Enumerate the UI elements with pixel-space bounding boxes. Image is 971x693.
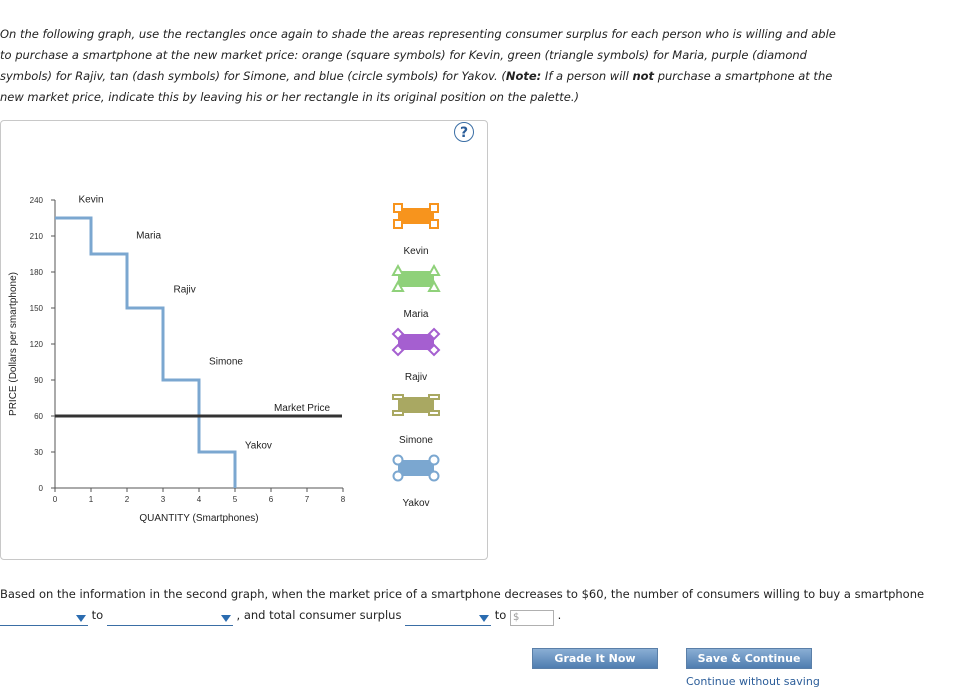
x-tick-label: 3	[161, 495, 166, 504]
dash-marker-icon	[392, 394, 404, 400]
palette-rect-fill	[398, 271, 434, 287]
to-label-1: to	[91, 608, 104, 622]
y-tick-label: 120	[30, 340, 44, 349]
x-tick-label: 8	[341, 495, 346, 504]
period: .	[557, 608, 562, 622]
circle-marker-icon	[428, 454, 440, 466]
palette-label-rajiv: Rajiv	[405, 372, 427, 383]
step-label-maria: Maria	[136, 230, 161, 241]
chevron-down-icon	[479, 615, 490, 622]
palette-rect-fill	[398, 460, 434, 476]
x-tick-label: 7	[305, 495, 310, 504]
palette-maria-rectangle[interactable]	[391, 263, 441, 292]
y-tick-label: 30	[34, 448, 43, 457]
triangle-marker-icon	[391, 279, 405, 292]
y-tick-label: 60	[34, 412, 43, 421]
circle-marker-icon	[392, 470, 404, 482]
diamond-marker-icon	[427, 343, 441, 357]
diamond-marker-icon	[391, 343, 405, 357]
note-label: Note:	[505, 69, 542, 83]
diamond-marker-icon	[427, 327, 441, 341]
continue-without-saving-link[interactable]: Continue without saving	[686, 675, 820, 688]
step-label-kevin: Kevin	[78, 194, 103, 205]
y-axis-label: PRICE (Dollars per smartphone)	[8, 272, 19, 416]
square-marker-icon	[429, 203, 439, 213]
demand-curve	[55, 216, 237, 488]
instructions-part3: purchase a smartphone at the new market …	[0, 69, 833, 104]
instructions-part2: If a person will	[541, 69, 633, 83]
palette-yakov-rectangle[interactable]	[392, 454, 440, 482]
palette-rect-fill	[398, 334, 434, 350]
square-marker-icon	[429, 219, 439, 229]
surplus-amount-input[interactable]: $	[509, 610, 554, 626]
step-label-yakov: Yakov	[245, 440, 272, 451]
triangle-marker-icon	[427, 263, 441, 276]
triangle-marker-icon	[427, 279, 441, 292]
y-tick-label: 240	[30, 196, 44, 205]
market-price-label: Market Price	[274, 403, 331, 414]
dash-marker-icon	[392, 410, 404, 416]
save-continue-button[interactable]: Save & Continue	[686, 648, 812, 669]
palette-label-yakov: Yakov	[402, 498, 429, 509]
palette-kevin-rectangle[interactable]	[393, 203, 439, 229]
triangle-marker-icon	[391, 263, 405, 276]
chevron-down-icon	[76, 615, 86, 622]
chevron-down-icon	[220, 615, 231, 622]
consumer-surplus-graph[interactable]: 0 30 60 90 120 150 180 210 240 0 1 2 3 4 5 6 7 8 QUANTITY …	[0, 120, 486, 558]
grade-it-now-button[interactable]: Grade It Now	[532, 648, 658, 669]
palette-label-kevin: Kevin	[403, 246, 428, 257]
circle-marker-icon	[392, 454, 404, 466]
dash-marker-icon	[428, 394, 440, 400]
instructions-part1: On the following graph, use the rectangl…	[0, 27, 836, 83]
square-marker-icon	[393, 203, 403, 213]
x-tick-label: 0	[53, 495, 58, 504]
dash-marker-icon	[428, 410, 440, 416]
y-tick-label: 0	[39, 484, 44, 493]
y-tick-label: 90	[34, 376, 43, 385]
palette-rajiv-rectangle[interactable]	[391, 327, 441, 357]
x-axis-label: QUANTITY (Smartphones)	[139, 513, 258, 524]
question-part2: , and total consumer surplus	[236, 608, 402, 622]
y-tick-label: 150	[30, 304, 44, 313]
x-tick-label: 5	[233, 495, 238, 504]
y-tick-label: 180	[30, 268, 44, 277]
question-part1: Based on the information in the second g…	[0, 587, 925, 601]
instructions-text: On the following graph, use the rectangl…	[0, 24, 840, 108]
consumers-change-dropdown[interactable]	[0, 611, 88, 626]
square-marker-icon	[393, 219, 403, 229]
step-label-rajiv: Rajiv	[173, 284, 195, 295]
help-icon[interactable]: ?	[454, 122, 474, 142]
to-label-2: to	[494, 608, 507, 622]
diamond-marker-icon	[391, 327, 405, 341]
x-tick-label: 2	[125, 495, 130, 504]
palette-simone-rectangle[interactable]	[392, 394, 440, 416]
consumers-count-dropdown[interactable]	[106, 611, 233, 626]
palette-rect-fill	[398, 208, 434, 224]
surplus-change-dropdown[interactable]	[405, 611, 492, 626]
y-tick-label: 210	[30, 232, 44, 241]
x-tick-label: 4	[197, 495, 202, 504]
palette-rect-fill	[398, 397, 434, 413]
x-tick-label: 1	[89, 495, 94, 504]
palette-label-simone: Simone	[399, 435, 433, 446]
question-text: Based on the information in the second g…	[0, 584, 960, 626]
x-tick-label: 6	[269, 495, 274, 504]
circle-marker-icon	[428, 470, 440, 482]
not-word: not	[632, 69, 655, 83]
palette-label-maria: Maria	[403, 309, 428, 320]
step-label-simone: Simone	[209, 356, 243, 367]
